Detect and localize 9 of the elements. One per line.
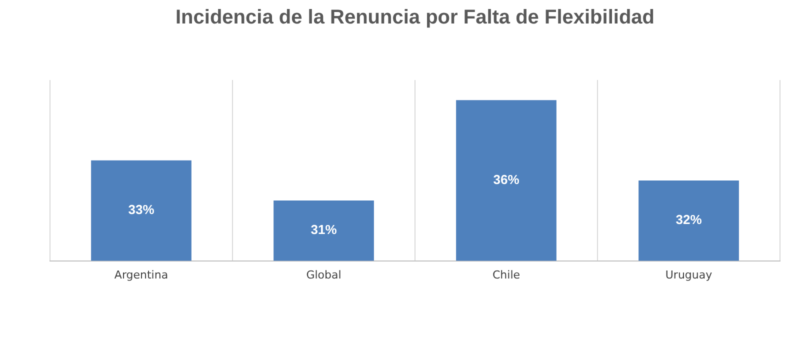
chart-title: Incidencia de la Renuncia por Falta de Flexibilidad [175, 6, 655, 29]
x-tick-label: Chile [492, 268, 520, 282]
data-label: 33% [128, 202, 155, 218]
x-tick-label: Global [306, 268, 342, 282]
x-tick-label: Uruguay [665, 268, 713, 282]
data-label: 32% [676, 212, 702, 228]
data-label: 31% [310, 222, 338, 238]
x-tick-label: Argentina [114, 268, 168, 282]
data-label: 36% [493, 172, 520, 188]
